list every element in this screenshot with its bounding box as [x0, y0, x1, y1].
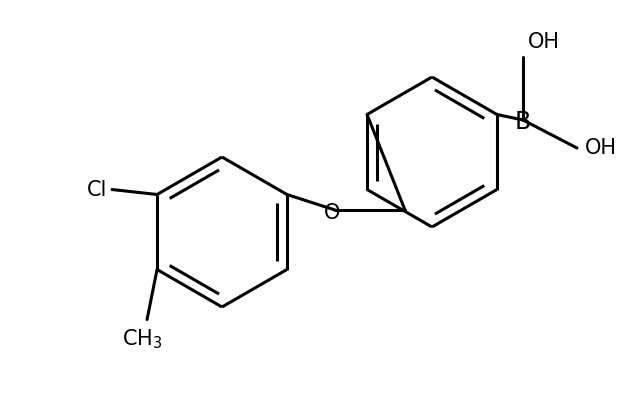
Text: O: O: [324, 203, 340, 223]
Text: OH: OH: [585, 138, 617, 158]
Text: OH: OH: [528, 32, 560, 52]
Text: Cl: Cl: [86, 179, 107, 200]
Text: CH$_3$: CH$_3$: [122, 328, 163, 351]
Text: B: B: [515, 110, 531, 134]
